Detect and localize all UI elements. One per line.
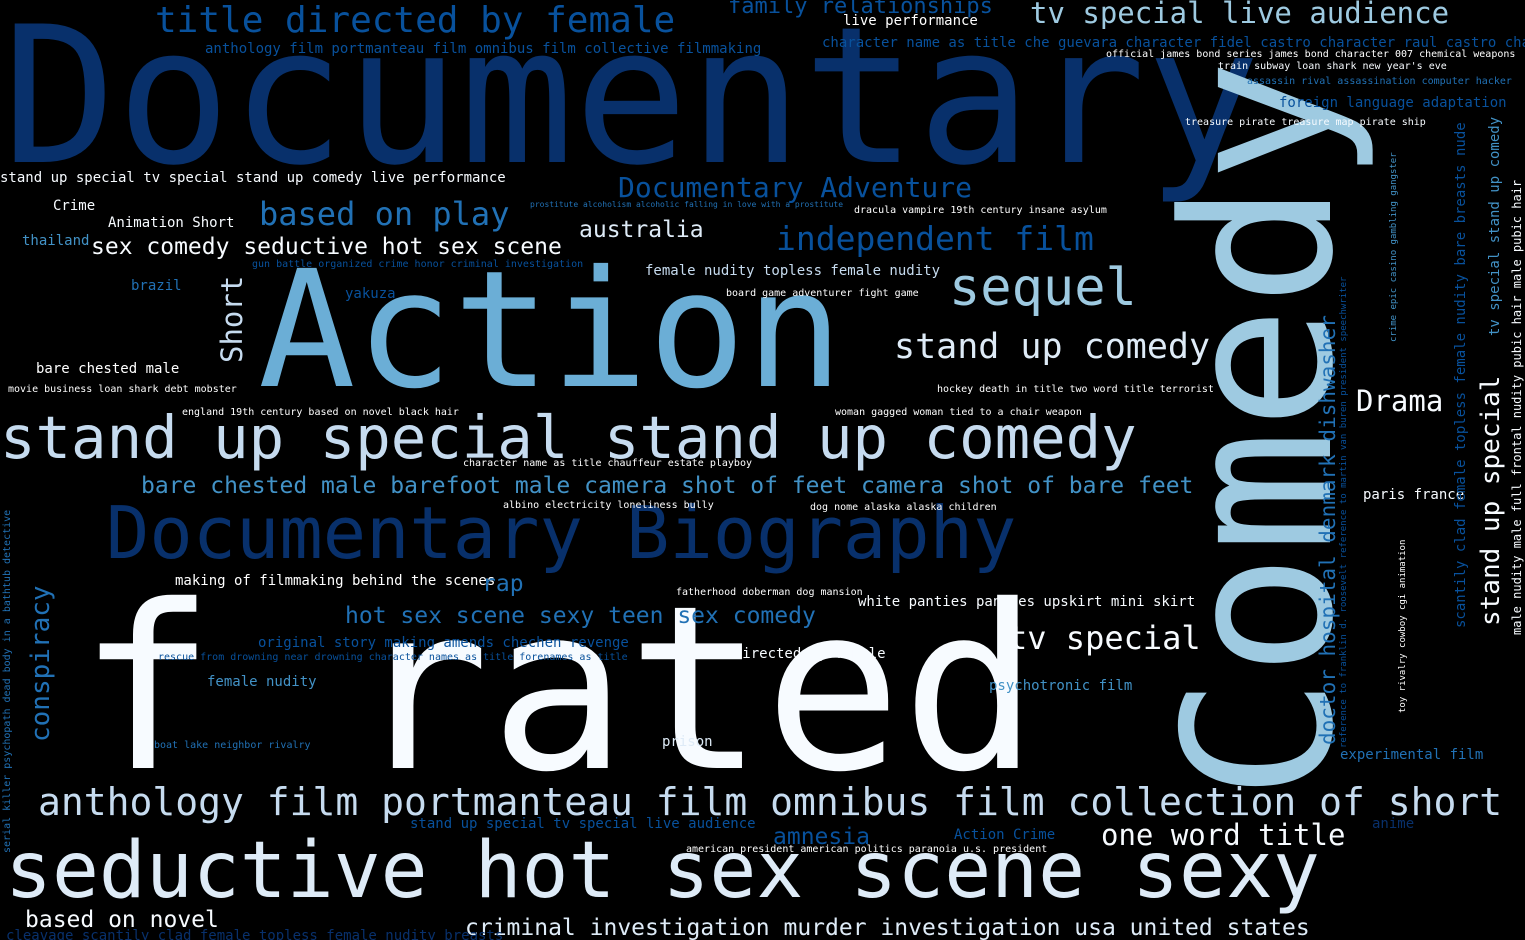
- word-dracula: dracula vampire 19th century insane asyl…: [854, 205, 1107, 216]
- word-action: Action: [258, 237, 844, 425]
- word-based-on-play: based on play: [259, 195, 510, 233]
- word-character-name-che: character name as title che guevara char…: [822, 35, 1525, 51]
- word-original-story: original story making amends chechen rev…: [258, 635, 629, 651]
- word-stand-up-special-stand-up-comedy: stand up special stand up comedy: [0, 403, 1137, 472]
- word-anthology-collective: anthology film portmanteau film omnibus …: [205, 41, 762, 57]
- word-james-bond: official james bond series james bond ch…: [1106, 49, 1516, 60]
- word-foreign-language-adaptation: foreign language adaptation: [1279, 95, 1507, 111]
- word-board-game: board game adventurer fight game: [726, 288, 919, 299]
- word-australia: australia: [579, 217, 704, 243]
- word-family-relationships: family relationships: [728, 0, 993, 19]
- word-doctor-hospital: doctor hospital denmark dishwasher: [1316, 315, 1340, 745]
- word-cleavage: cleavage scantily clad female topless fe…: [6, 928, 504, 940]
- word-rescue-drowning: rescue from drowning near drowning chara…: [158, 652, 628, 663]
- word-criminal-investigation: criminal investigation murder investigat…: [465, 915, 1310, 940]
- word-toy-rivalry: toy rivalry cowboy cgi animation: [1398, 539, 1408, 713]
- word-bare-chested-male: bare chested male: [36, 361, 180, 377]
- word-female-nudity-topless: female nudity topless female nudity: [645, 263, 941, 279]
- word-tv-special-stand-up-comedy: tv special stand up comedy: [1487, 116, 1503, 336]
- word-character-chauffeur: character name as title chauffeur estate…: [463, 458, 752, 469]
- word-stand-up-tv-special-live-performance: stand up special tv special stand up com…: [0, 170, 506, 186]
- word-tv-special: tv special: [1008, 619, 1201, 657]
- word-rap: rap: [482, 571, 524, 597]
- word-hockey-death: hockey death in title two word title ter…: [937, 384, 1214, 395]
- word-dog-nome: dog nome alaska alaska children: [810, 502, 997, 513]
- word-paris-france: paris france: [1363, 487, 1465, 503]
- word-independent-film: independent film: [776, 219, 1094, 258]
- word-anime: anime: [1372, 816, 1415, 832]
- word-title-co-directed: title co directed by female: [658, 646, 886, 662]
- word-white-panties: white panties panties upskirt mini skirt: [858, 594, 1196, 610]
- word-brazil: brazil: [131, 278, 182, 294]
- word-making-of: making of filmmaking behind the scenes: [175, 573, 496, 589]
- word-one-word-title: one word title: [1101, 818, 1346, 852]
- word-prostitute: prostitute alcoholism alcoholic falling …: [530, 200, 844, 209]
- word-female-nudity: female nudity: [207, 674, 317, 690]
- word-yakuza: yakuza: [345, 286, 396, 302]
- word-gun-battle: gun battle organized crime honor crimina…: [252, 259, 584, 270]
- word-assassin: assassin rival assassination computer ha…: [1247, 76, 1512, 87]
- word-experimental-film: experimental film: [1340, 747, 1484, 763]
- word-psychotronic-film: psychotronic film: [989, 678, 1133, 694]
- word-drama: Drama: [1356, 384, 1444, 418]
- word-title-directed-by-female: title directed by female: [155, 0, 676, 41]
- word-documentary-adventure: Documentary Adventure: [618, 171, 973, 204]
- word-bare-chested-barefoot: bare chested male barefoot male camera s…: [141, 473, 1194, 499]
- word-fatherhood: fatherhood doberman dog mansion: [676, 587, 863, 598]
- word-hot-sex-scene-teen: hot sex scene sexy teen sex comedy: [345, 603, 816, 629]
- word-sex-comedy: sex comedy seductive hot sex scene: [91, 234, 562, 260]
- word-england: england 19th century based on novel blac…: [182, 407, 459, 418]
- word-documentary: Documentary: [2, 0, 1261, 207]
- word-short: Short: [215, 275, 249, 363]
- word-amnesia: amnesia: [773, 824, 870, 850]
- word-train-subway: train subway loan shark new year's eve: [1218, 61, 1447, 72]
- word-live-performance: live performance: [843, 13, 978, 29]
- word-woman-gagged: woman gagged woman tied to a chair weapo…: [835, 407, 1082, 418]
- word-serial-killer: serial killer psychopath dead body in a …: [2, 509, 13, 853]
- word-movie-business: movie business loan shark debt mobster: [8, 384, 237, 395]
- word-stand-up-comedy: stand up comedy: [894, 327, 1211, 367]
- word-treasure-pirate: treasure pirate treasure map pirate ship: [1185, 117, 1426, 128]
- word-seductive-hot-sex-scene-sexy: seductive hot sex scene sexy: [5, 826, 1320, 916]
- word-action-crime: Action Crime: [954, 827, 1056, 843]
- word-anthology-collection: anthology film portmanteau film omnibus …: [38, 780, 1525, 824]
- word-reference-roosevelt: reference to franklin d. roosevelt refer…: [1339, 276, 1349, 748]
- word-documentary-biography: Documentary Biography: [106, 491, 1017, 575]
- word-scantily-clad: scantily clad female topless female nudi…: [1453, 122, 1469, 628]
- word-prison: prison: [662, 734, 713, 750]
- word-crime: Crime: [53, 198, 96, 214]
- word-f-rated: f rated: [78, 556, 1039, 822]
- word-animation-short: Animation Short: [108, 215, 235, 231]
- word-tv-special-live-audience: tv special live audience: [1030, 0, 1450, 30]
- word-based-on-novel: based on novel: [25, 907, 219, 933]
- word-stand-up-special: stand up special: [1476, 375, 1506, 626]
- word-thailand: thailand: [22, 233, 90, 249]
- word-stand-up-tv-special-live-audience: stand up special tv special live audienc…: [410, 816, 756, 832]
- word-american-president: american president american politics par…: [686, 844, 1048, 855]
- word-conspiracy: conspiracy: [26, 585, 56, 742]
- word-boat-lake: boat lake neighbor rivalry: [154, 740, 311, 751]
- word-albino: albino electricity loneliness bully: [503, 500, 714, 511]
- word-male-nudity: male nudity male full frontal nudity pub…: [1510, 179, 1524, 635]
- word-sequel: sequel: [949, 258, 1137, 318]
- word-crime-epic: crime epic casino gambling gangster: [1389, 152, 1399, 342]
